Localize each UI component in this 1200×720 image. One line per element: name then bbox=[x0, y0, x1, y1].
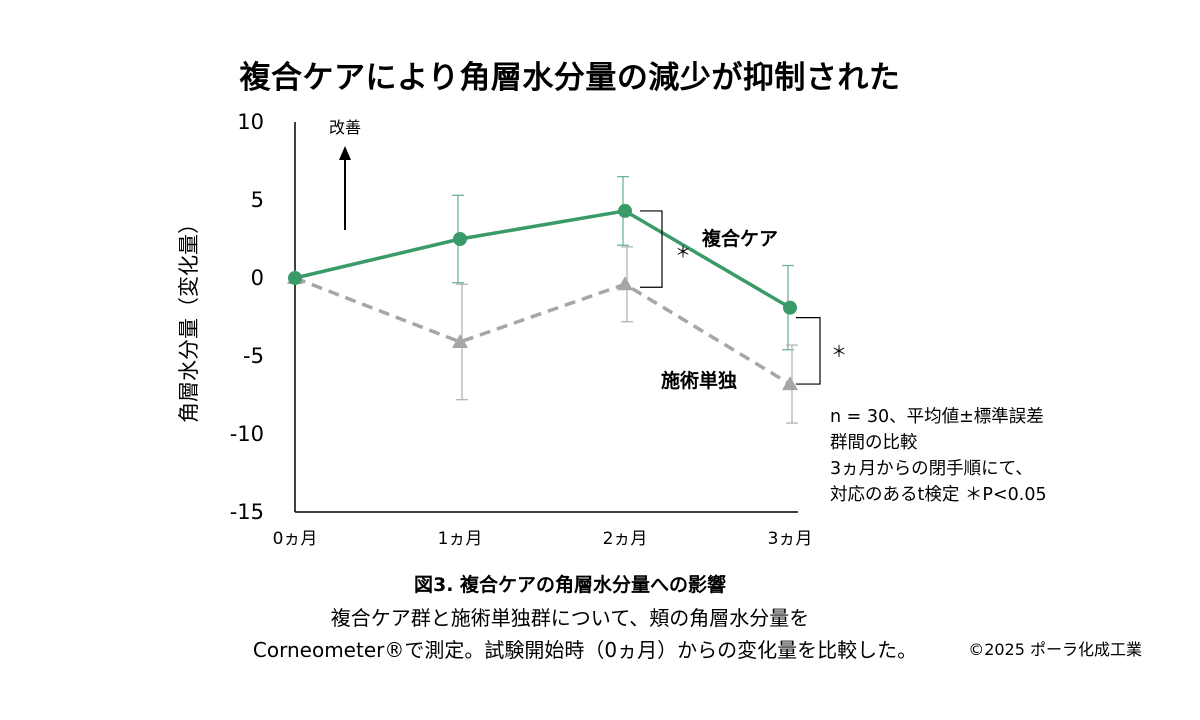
chart-title: 複合ケアにより角層水分量の減少が抑制された bbox=[239, 60, 901, 96]
figure-caption-line: Corneometer®で測定。試験開始時（0ヵ月）からの変化量を比較した。 bbox=[252, 638, 918, 662]
x-tick-label: 0ヵ月 bbox=[273, 529, 318, 549]
y-tick-label: 0 bbox=[251, 266, 264, 290]
y-tick-label: -5 bbox=[243, 344, 264, 368]
data-point bbox=[452, 333, 468, 348]
note-line: 群間の比較 bbox=[830, 433, 918, 453]
note-line: 3ヵ月からの閉手順にて、 bbox=[830, 459, 1033, 479]
series-label-treatment-only: 施術単独 bbox=[661, 369, 737, 392]
series-line bbox=[294, 209, 791, 310]
significance-bracket bbox=[640, 210, 663, 288]
x-tick-label: 2ヵ月 bbox=[603, 529, 648, 549]
series-line bbox=[294, 276, 791, 386]
y-tick-label: 10 bbox=[237, 110, 264, 134]
data-point bbox=[617, 276, 633, 291]
x-tick-label: 3ヵ月 bbox=[768, 529, 813, 549]
significance-mark: ＊ bbox=[675, 243, 691, 262]
note-line: n = 30、平均値±標準誤差 bbox=[830, 407, 1044, 427]
statistics-notes: n = 30、平均値±標準誤差 群間の比較 3ヵ月からの閉手順にて、 対応のある… bbox=[830, 404, 1047, 508]
improve-arrow-head bbox=[339, 146, 351, 160]
data-point bbox=[782, 376, 798, 391]
note-line: 対応のあるt検定 ＊P<0.05 bbox=[830, 485, 1047, 505]
significance-bracket bbox=[796, 317, 821, 385]
data-point bbox=[783, 300, 797, 315]
data-point bbox=[618, 203, 632, 218]
y-tick-label: -10 bbox=[230, 422, 264, 446]
y-axis-label: 角層水分量（変化量） bbox=[177, 213, 201, 423]
figure-caption-line: 複合ケア群と施術単独群について、頬の角層水分量を bbox=[330, 606, 810, 630]
copyright-text: ©2025 ポーラ化成工業 bbox=[968, 640, 1142, 659]
data-point bbox=[288, 271, 302, 285]
series-label-combined-care: 複合ケア bbox=[701, 227, 778, 250]
improve-label: 改善 bbox=[329, 118, 361, 137]
x-tick-label: 1ヵ月 bbox=[438, 529, 483, 549]
figure-caption-title: 図3. 複合ケアの角層水分量への影響 bbox=[413, 574, 727, 596]
significance-mark: ＊ bbox=[831, 342, 847, 361]
y-tick-label: -15 bbox=[230, 500, 264, 524]
y-tick-label: 5 bbox=[251, 188, 264, 212]
data-point bbox=[453, 232, 467, 246]
